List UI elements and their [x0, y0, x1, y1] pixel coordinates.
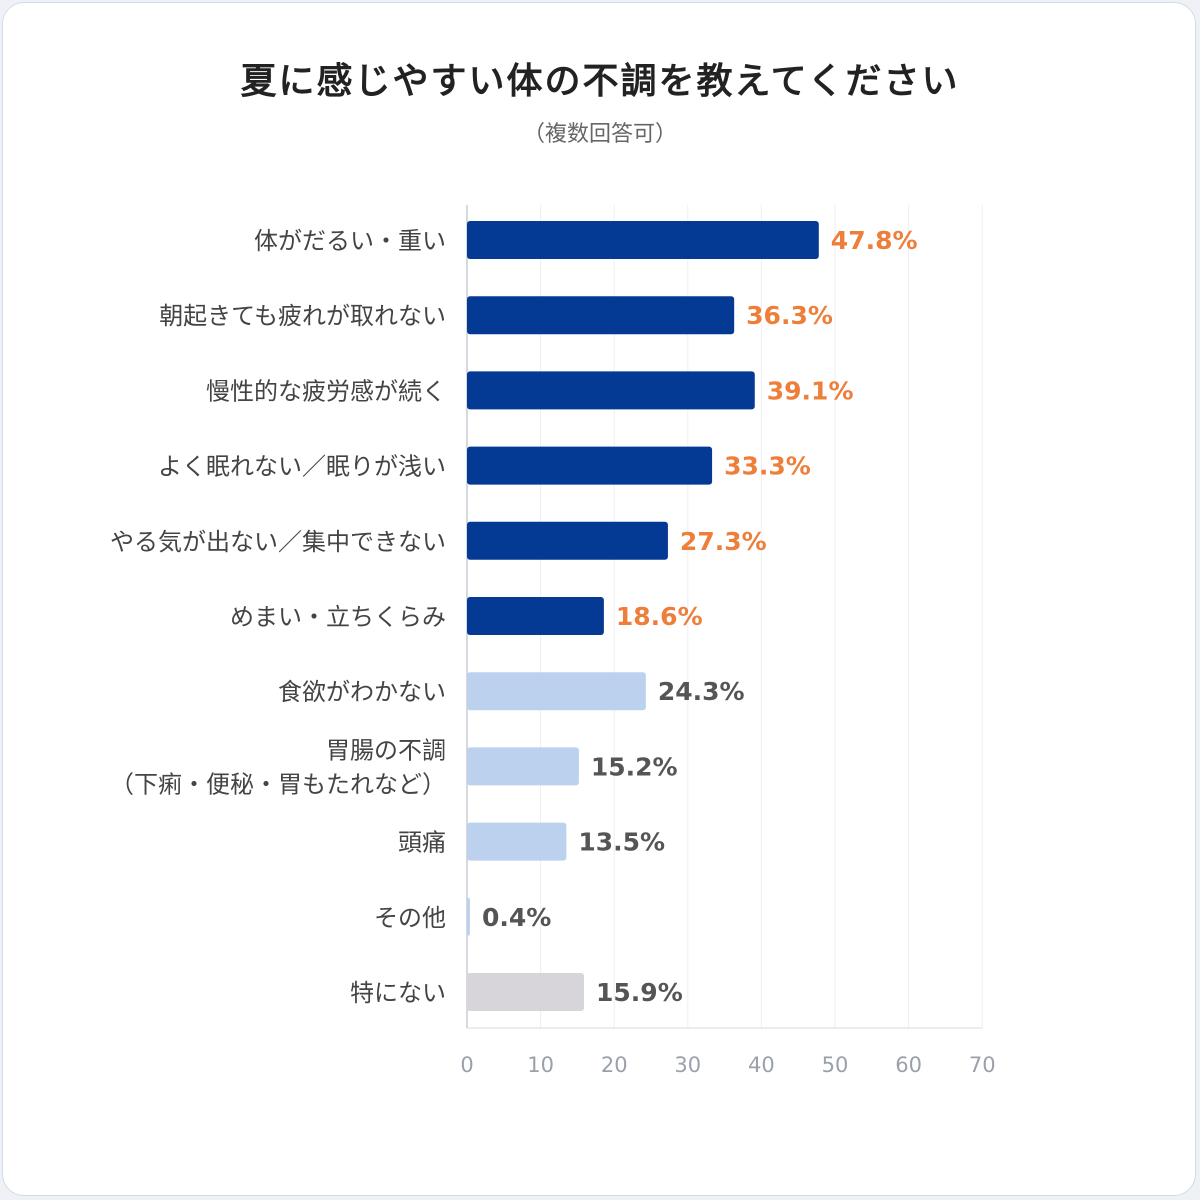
category-label: やる気が出ない／集中できない [110, 528, 446, 556]
chart-subtitle: （複数回答可） [522, 122, 677, 147]
category-label: 朝起きても疲れが取れない [159, 302, 446, 330]
category-label: （下痢・便秘・胃もたれなど） [110, 770, 446, 798]
bar [467, 897, 470, 936]
x-tick-label: 50 [822, 1053, 849, 1077]
category-label: 体がだるい・重い [254, 227, 446, 255]
bar [467, 672, 646, 711]
bar [467, 371, 755, 410]
x-tick-label: 0 [460, 1053, 473, 1077]
x-tick-label: 20 [601, 1053, 628, 1077]
data-label: 33.3% [724, 452, 811, 481]
bar [467, 597, 604, 635]
data-label: 47.8% [831, 226, 918, 255]
bar [467, 446, 713, 485]
data-label: 36.3% [746, 301, 833, 330]
x-tick-label: 30 [674, 1053, 701, 1077]
x-tick-label: 70 [969, 1053, 996, 1077]
bar [467, 521, 668, 560]
x-tick-label: 60 [895, 1053, 922, 1077]
category-label: その他 [374, 904, 446, 932]
x-tick-label: 10 [527, 1053, 554, 1077]
category-label: 胃腸の不調 [326, 736, 446, 764]
bar [467, 221, 819, 259]
data-label: 39.1% [767, 376, 854, 405]
category-label: 食欲がわかない [278, 678, 446, 706]
category-label: よく眠れない／眠りが浅い [158, 453, 446, 481]
chart-title: 夏に感じやすい体の不調を教えてください [240, 61, 960, 102]
data-label: 13.5% [578, 828, 665, 857]
data-label: 0.4% [482, 903, 551, 932]
data-label: 15.9% [596, 978, 683, 1007]
category-label: 慢性的な疲労感が続く [206, 377, 446, 405]
bar [467, 296, 735, 335]
data-label: 24.3% [658, 677, 745, 706]
category-label: 特にない [350, 979, 446, 1007]
data-label: 27.3% [680, 527, 767, 556]
category-label: めまい・立ちくらみ [230, 603, 446, 631]
data-label: 15.2% [591, 752, 678, 781]
bar [467, 973, 585, 1011]
bar [467, 822, 567, 861]
category-label: 頭痛 [398, 829, 446, 857]
x-tick-label: 40 [748, 1053, 775, 1077]
data-label: 18.6% [616, 602, 703, 631]
bar [467, 747, 579, 786]
